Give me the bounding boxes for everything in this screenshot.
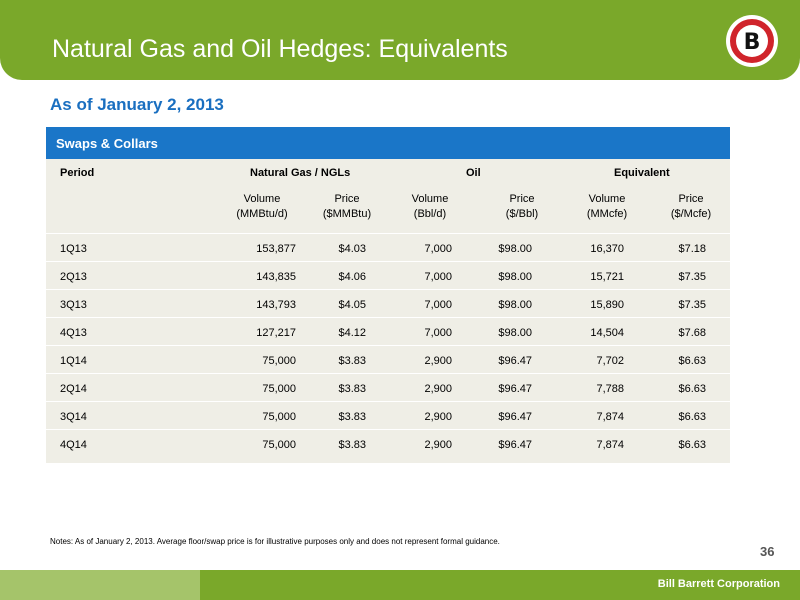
hedges-table: Swaps & Collars Period Natural Gas / NGL… — [46, 127, 730, 463]
gas-price-cell: $3.83 — [338, 411, 366, 423]
oil-price-cell: $96.47 — [498, 411, 532, 423]
period-cell: 2Q13 — [60, 271, 87, 283]
oil-volume-cell: 7,000 — [424, 243, 452, 255]
header-period: Period — [60, 167, 95, 179]
period-cell: 1Q13 — [60, 243, 87, 255]
gas-volume-cell: 127,217 — [256, 327, 296, 339]
oil-price-cell: $98.00 — [498, 271, 532, 283]
table-row: 1Q13 153,877 $4.03 7,000 $98.00 16,370 $… — [46, 233, 730, 261]
header-natural-gas: Natural Gas / NGLs — [250, 167, 351, 179]
gas-volume-cell: 75,000 — [262, 355, 296, 367]
footer-bar-left — [0, 570, 200, 600]
oil-volume-cell: 7,000 — [424, 271, 452, 283]
equiv-volume-cell: 15,721 — [590, 271, 624, 283]
page-number: 36 — [760, 544, 775, 559]
gas-volume-cell: 75,000 — [262, 383, 296, 395]
table-title: Swaps & Collars — [46, 127, 730, 159]
oil-price-cell: $96.47 — [498, 355, 532, 367]
period-cell: 4Q14 — [60, 439, 87, 451]
table-row: 4Q14 75,000 $3.83 2,900 $96.47 7,874 $6.… — [46, 429, 730, 457]
oil-price-cell: $96.47 — [498, 383, 532, 395]
sub-header-oil-volume: Volume (Bbl/d) — [411, 193, 449, 220]
gas-volume-cell: 75,000 — [262, 439, 296, 451]
gas-price-cell: $4.06 — [338, 271, 366, 283]
equiv-volume-cell: 14,504 — [590, 327, 624, 339]
gas-price-cell: $3.83 — [338, 383, 366, 395]
period-cell: 4Q13 — [60, 327, 87, 339]
sub-header-equiv-volume: Volume (MMcfe) — [586, 193, 628, 220]
gas-price-cell: $3.83 — [338, 355, 366, 367]
oil-price-cell: $98.00 — [498, 327, 532, 339]
equiv-volume-cell: 16,370 — [590, 243, 624, 255]
notes-text: Notes: As of January 2, 2013. Average fl… — [50, 537, 500, 546]
table-row: 1Q14 75,000 $3.83 2,900 $96.47 7,702 $6.… — [46, 345, 730, 373]
equiv-price-cell: $7.18 — [678, 243, 706, 255]
table-row: 2Q13 143,835 $4.06 7,000 $98.00 15,721 $… — [46, 261, 730, 289]
oil-price-cell: $96.47 — [498, 439, 532, 451]
gas-volume-cell: 143,793 — [256, 299, 296, 311]
header-equivalent: Equivalent — [614, 167, 670, 179]
equiv-price-cell: $7.68 — [678, 327, 706, 339]
page-title: Natural Gas and Oil Hedges: Equivalents — [52, 35, 508, 63]
header-bar: Natural Gas and Oil Hedges: Equivalents … — [0, 0, 800, 80]
gas-volume-cell: 75,000 — [262, 411, 296, 423]
as-of-date: As of January 2, 2013 — [50, 95, 224, 114]
equiv-price-cell: $6.63 — [678, 355, 706, 367]
oil-price-cell: $98.00 — [498, 299, 532, 311]
oil-volume-cell: 7,000 — [424, 299, 452, 311]
equiv-price-cell: $6.63 — [678, 439, 706, 451]
equiv-volume-cell: 7,874 — [596, 411, 624, 423]
footer-bar-right — [200, 570, 800, 600]
equiv-volume-cell: 7,702 — [596, 355, 624, 367]
gas-price-cell: $4.05 — [338, 299, 366, 311]
equiv-price-cell: $6.63 — [678, 383, 706, 395]
table-row: 3Q14 75,000 $3.83 2,900 $96.47 7,874 $6.… — [46, 401, 730, 429]
equiv-price-cell: $6.63 — [678, 411, 706, 423]
oil-volume-cell: 2,900 — [424, 383, 452, 395]
gas-volume-cell: 143,835 — [256, 271, 296, 283]
gas-price-cell: $4.03 — [338, 243, 366, 255]
company-logo-icon: B — [726, 15, 778, 67]
oil-volume-cell: 2,900 — [424, 355, 452, 367]
svg-text:B: B — [744, 30, 761, 55]
gas-price-cell: $3.83 — [338, 439, 366, 451]
sub-header-gas-volume: Volume (MMBtu/d) — [236, 193, 288, 220]
oil-volume-cell: 2,900 — [424, 411, 452, 423]
period-cell: 1Q14 — [60, 355, 87, 367]
equiv-price-cell: $7.35 — [678, 271, 706, 283]
oil-volume-cell: 7,000 — [424, 327, 452, 339]
oil-volume-cell: 2,900 — [424, 439, 452, 451]
period-cell: 3Q14 — [60, 411, 87, 423]
table-row: 4Q13 127,217 $4.12 7,000 $98.00 14,504 $… — [46, 317, 730, 345]
period-cell: 3Q13 — [60, 299, 87, 311]
equiv-price-cell: $7.35 — [678, 299, 706, 311]
table-row: 3Q13 143,793 $4.05 7,000 $98.00 15,890 $… — [46, 289, 730, 317]
group-header-row: Period Natural Gas / NGLs Oil Equivalent — [46, 167, 730, 181]
sub-header-equiv-price: Price ($/Mcfe) — [670, 193, 712, 220]
header-oil: Oil — [466, 167, 481, 179]
footer-company-name: Bill Barrett Corporation — [657, 578, 780, 590]
oil-price-cell: $98.00 — [498, 243, 532, 255]
gas-price-cell: $4.12 — [338, 327, 366, 339]
equiv-volume-cell: 7,788 — [596, 383, 624, 395]
period-cell: 2Q14 — [60, 383, 87, 395]
table-body: 1Q13 153,877 $4.03 7,000 $98.00 16,370 $… — [46, 233, 730, 457]
table-row: 2Q14 75,000 $3.83 2,900 $96.47 7,788 $6.… — [46, 373, 730, 401]
gas-volume-cell: 153,877 — [256, 243, 296, 255]
sub-header-gas-price: Price ($MMBtu) — [322, 193, 372, 220]
equiv-volume-cell: 15,890 — [590, 299, 624, 311]
sub-header-oil-price: Price ($/Bbl) — [505, 193, 539, 220]
equiv-volume-cell: 7,874 — [596, 439, 624, 451]
